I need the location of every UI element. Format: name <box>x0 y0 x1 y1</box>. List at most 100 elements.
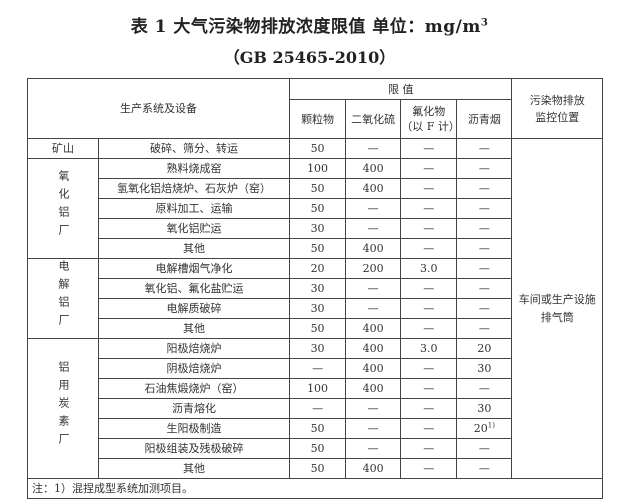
value-cell: 400 <box>345 358 402 379</box>
value-cell: 3.0 <box>400 258 458 279</box>
value-cell: 30 <box>289 338 347 359</box>
value-cell: — <box>400 138 458 159</box>
value-cell: — <box>456 318 513 339</box>
table-note-row: 注：1）混捏成型系统加测项目。 <box>27 478 603 499</box>
value-cell: — <box>400 238 458 259</box>
value-cell: — <box>456 138 513 159</box>
value-cell: — <box>345 438 402 459</box>
equipment-cell: 石油焦煅烧炉（窑） <box>97 378 291 399</box>
group-cell: 氧化铝厂 <box>27 158 99 259</box>
table-row: 石油焦煅烧炉（窑） 100 400— — <box>28 378 603 399</box>
equipment-cell: 电解质破碎 <box>97 298 291 319</box>
table-row: 阴极焙烧炉 —400—30 <box>28 358 603 379</box>
value-cell: 50 <box>289 438 347 459</box>
value-cell: 200 <box>345 258 402 279</box>
group-name: 铝用炭素厂 <box>57 360 70 451</box>
group-cell: 铝用炭素厂 <box>27 338 99 479</box>
value-cell: — <box>456 218 513 239</box>
value-cell: 20 <box>289 258 347 279</box>
value-cell: — <box>456 158 513 179</box>
value-cell: 400 <box>345 378 402 399</box>
value-cell: 30 <box>456 358 513 379</box>
equipment-cell: 其他 <box>97 318 291 339</box>
value-cell: 400 <box>345 158 402 179</box>
value-cell: — <box>400 278 458 299</box>
value-cell: — <box>289 398 347 419</box>
value-cell: 400 <box>345 178 402 199</box>
header-particulate: 颗粒物 <box>289 99 347 139</box>
table-row: 电解铝厂 电解槽烟气净化 20 200 3.0— <box>27 258 603 339</box>
value-cell: 50 <box>289 318 347 339</box>
table-row: 沥青熔化 — — —30 <box>28 398 603 419</box>
value-cell: — <box>456 198 513 219</box>
value-cell: 20 <box>456 338 513 359</box>
value-cell: 400 <box>345 458 402 479</box>
value-cell: — <box>456 278 513 299</box>
value-cell: — <box>456 458 513 479</box>
table-row: 氧化铝、氟化盐贮运 30— — — <box>28 278 603 299</box>
value-cell: — <box>345 138 402 159</box>
table-note: 注：1）混捏成型系统加测项目。 <box>27 478 603 499</box>
value-cell: 30 <box>456 398 513 419</box>
value-cell: 30 <box>289 218 347 239</box>
value-cell: — <box>400 178 458 199</box>
value-cell: — <box>345 278 402 299</box>
group-name: 电解铝厂 <box>57 259 70 332</box>
header-location: 污染物排放 监控位置 <box>511 78 603 139</box>
value-cell: 50 <box>289 138 347 159</box>
value-cell: — <box>456 298 513 319</box>
value-cell: — <box>345 418 402 439</box>
value-cell: — <box>345 398 402 419</box>
value-cell: — <box>456 238 513 259</box>
value-cell: 400 <box>345 318 402 339</box>
value-cell: — <box>456 178 513 199</box>
table-row: 生阳极制造 50— —201) <box>28 418 603 439</box>
monitoring-location: 车间或生产设施 排气筒 <box>511 138 603 479</box>
value-cell: — <box>400 418 458 439</box>
value-cell: 50 <box>289 238 347 259</box>
value-cell: 30 <box>289 278 347 299</box>
value-cell: — <box>456 378 513 399</box>
value-cell: — <box>456 258 513 279</box>
group-cell: 矿山 <box>27 138 99 159</box>
value-cell: — <box>456 438 513 459</box>
table-row: 矿山 破碎、筛分、转运 50— — — 车间或生产设施 排气筒 <box>27 138 603 479</box>
value-cell: 50 <box>289 418 347 439</box>
value-cell: — <box>400 358 458 379</box>
equipment-cell: 氧化铝、氟化盐贮运 <box>97 278 291 299</box>
group-cell: 电解铝厂 <box>27 258 99 339</box>
header-so2: 二氧化硫 <box>345 99 402 139</box>
value-cell: 30 <box>289 298 347 319</box>
header-fluoride: 氟化物 （以 F 计） <box>400 99 460 139</box>
standard-number: （GB 25465-2010） <box>223 48 396 67</box>
table-row: 氢氧化铝焙烧炉、石灰炉（窑） 50 400— — <box>28 178 603 199</box>
value-cell: — <box>345 298 402 319</box>
header-pitch: 沥青烟 <box>456 99 513 139</box>
value-cell: — <box>400 318 458 339</box>
value-cell: — <box>345 218 402 239</box>
emission-limits-table: 生产系统及设备 限 值 污染物排放 监控位置 颗粒物 二氧化硫 氟化物 （以 F 计… <box>26 78 603 499</box>
equipment-cell: 电解槽烟气净化 <box>97 258 291 279</box>
value-cell: 100 <box>289 378 347 399</box>
header-system: 生产系统及设备 <box>26 78 291 139</box>
value-cell: — <box>400 298 458 319</box>
equipment-cell: 其他 <box>97 238 291 259</box>
value-cell: 100 <box>289 158 347 179</box>
value-cell: 50 <box>289 178 347 199</box>
value-cell: 400 <box>345 338 402 359</box>
table-row: 氧化铝厂 熟料烧成窑 100 400— — <box>27 158 603 259</box>
value-cell: — <box>400 378 458 399</box>
group-name: 氧化铝厂 <box>57 169 70 242</box>
footnote-marker: 1) <box>487 421 495 430</box>
group-name: 矿山 <box>52 142 74 155</box>
value-cell: 50 <box>289 458 347 479</box>
value-cell: — <box>345 198 402 219</box>
value-cell: — <box>289 358 347 379</box>
equipment-cell: 原料加工、运输 <box>97 198 291 219</box>
equipment-cell: 熟料烧成窑 <box>97 158 291 179</box>
value-cell: 3.0 <box>400 338 458 359</box>
value-cell: — <box>400 438 458 459</box>
equipment-cell: 阳极焙烧炉 <box>97 338 291 359</box>
value-cell: — <box>400 198 458 219</box>
equipment-cell: 氢氧化铝焙烧炉、石灰炉（窑） <box>97 178 291 199</box>
